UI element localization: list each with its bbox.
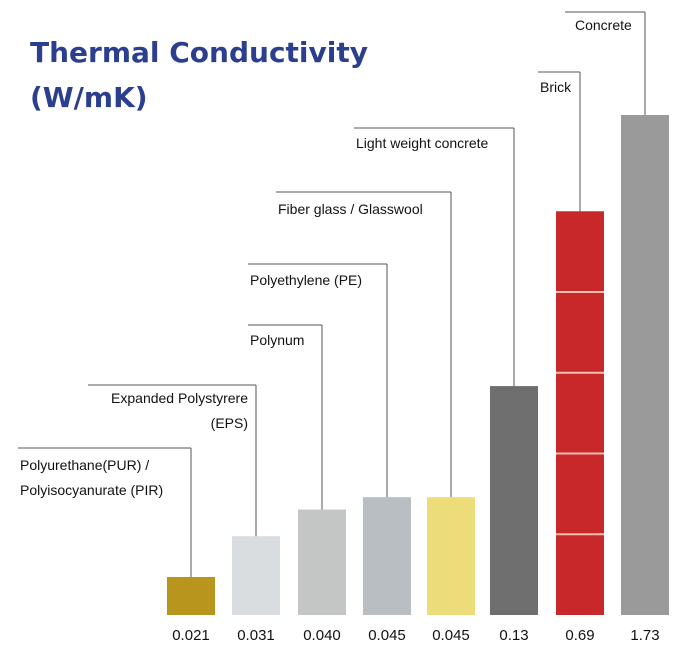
- category-label: Fiber glass / Glasswool: [278, 201, 423, 217]
- value-label: 0.045: [432, 627, 470, 644]
- bar: [621, 115, 669, 615]
- bar: [427, 497, 475, 615]
- category-label: Polyurethane(PUR) /: [20, 457, 149, 473]
- value-label: 0.031: [237, 627, 275, 644]
- value-label: 0.045: [368, 627, 406, 644]
- category-label: Concrete: [575, 17, 632, 33]
- bar: [232, 536, 280, 615]
- value-label: 0.69: [565, 627, 594, 644]
- value-label: 0.13: [499, 627, 528, 644]
- category-label: Polynum: [250, 332, 304, 348]
- chart-title: (W/mK): [30, 81, 148, 114]
- value-label: 1.73: [630, 627, 659, 644]
- bar: [167, 577, 215, 615]
- chart-title: Thermal Conductivity: [30, 36, 368, 69]
- value-label: 0.021: [172, 627, 210, 644]
- bar: [556, 211, 604, 615]
- bar: [490, 386, 538, 615]
- category-label: Brick: [540, 79, 572, 95]
- category-label: Polyisocyanurate (PIR): [20, 482, 163, 498]
- category-label: (EPS): [211, 415, 248, 431]
- category-label: Expanded Polystyrere: [111, 390, 248, 406]
- bar: [363, 497, 411, 615]
- category-label: Light weight concrete: [356, 135, 489, 151]
- chart: Thermal Conductivity (W/mK) 0.021 Polyure…: [0, 0, 677, 649]
- bar: [298, 510, 346, 615]
- category-label: Polyethylene (PE): [250, 272, 362, 288]
- value-label: 0.040: [303, 627, 341, 644]
